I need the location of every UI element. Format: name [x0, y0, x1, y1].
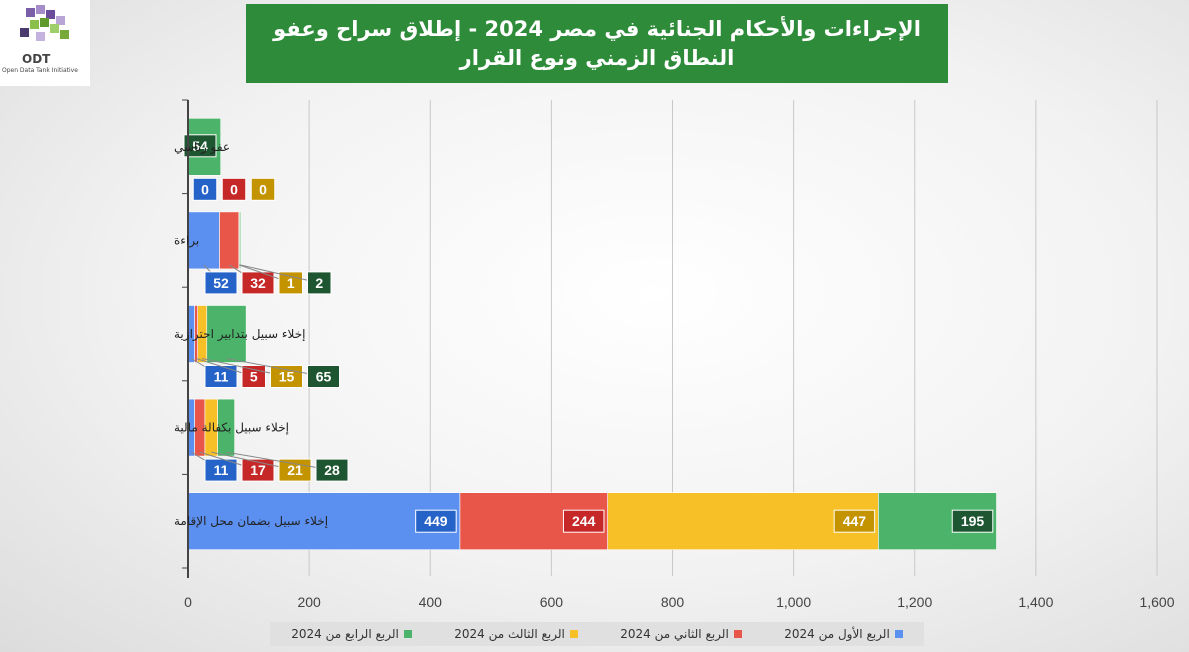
- bar-segment: [187, 492, 461, 551]
- data-label-box: [204, 271, 238, 295]
- data-label-text: 17: [250, 462, 266, 478]
- data-label: 2: [239, 264, 332, 295]
- data-label-text: 449: [424, 513, 448, 529]
- data-label-box: [307, 271, 332, 295]
- legend-swatch-icon: [569, 630, 578, 638]
- data-label-text: 65: [316, 369, 332, 385]
- x-tick-label: 0: [184, 594, 192, 610]
- data-label: 449: [415, 509, 457, 533]
- data-label-box: [241, 458, 275, 482]
- data-label-text: 52: [213, 275, 229, 291]
- data-label-box: [192, 177, 218, 201]
- x-tick-label: 1,200: [897, 594, 932, 610]
- data-label: 0: [221, 177, 247, 201]
- data-label-text: 0: [259, 181, 267, 197]
- bar-segment: [607, 492, 879, 551]
- bar-segment: [239, 211, 241, 270]
- data-label: 447: [833, 509, 876, 533]
- data-label-text: 447: [843, 513, 867, 529]
- legend-swatch-icon: [733, 630, 742, 638]
- data-label-box: [833, 509, 876, 533]
- data-label-box: [250, 177, 276, 201]
- data-label: 21: [211, 451, 312, 482]
- logo-text: ODT: [22, 52, 51, 66]
- data-label-text: 11: [214, 462, 229, 478]
- data-label-text: 195: [961, 513, 985, 529]
- data-label: 0: [250, 177, 276, 201]
- x-tick-label: 1,400: [1018, 594, 1053, 610]
- x-tick-label: 1,600: [1139, 594, 1174, 610]
- data-label: 17: [199, 451, 275, 482]
- data-label-box: [951, 509, 994, 533]
- data-label-text: 0: [201, 181, 209, 197]
- legend-item: الربع الثالث من 2024: [454, 627, 578, 641]
- logo-subtitle: Open Data Tank Initiative: [2, 67, 78, 74]
- legend-label: الربع الأول من 2024: [784, 627, 890, 641]
- legend-swatch-icon: [403, 630, 412, 638]
- bar-segment: [219, 211, 240, 270]
- legend-item: الربع الثاني من 2024: [620, 627, 742, 641]
- leader-line: [239, 264, 320, 284]
- data-label: 195: [951, 509, 994, 533]
- data-label-box: [183, 134, 217, 158]
- bar-segment: [217, 398, 235, 457]
- legend-label: الربع الثاني من 2024: [620, 627, 729, 641]
- x-tick-label: 600: [540, 594, 564, 610]
- logo: ODT Open Data Tank Initiative: [0, 0, 90, 86]
- data-label-box: [221, 177, 247, 201]
- category-label: إخلاء سبيل بكفالة مالية: [174, 421, 289, 435]
- data-label-box: [307, 365, 340, 388]
- data-label-text: 21: [287, 462, 303, 478]
- data-label-text: 5: [250, 369, 258, 385]
- data-label-box: [204, 365, 238, 388]
- data-label-text: 54: [192, 138, 208, 154]
- category-label: إخلاء سبيل بضمان محل الإقامة: [174, 514, 328, 528]
- data-label-text: 11: [214, 369, 229, 385]
- data-label-text: 1: [287, 275, 295, 291]
- legend: الربع الأول من 2024 الربع الثاني من 2024 ا…: [270, 622, 924, 646]
- legend-item: الربع الرابع من 2024: [291, 627, 412, 641]
- data-label: 65: [226, 358, 340, 388]
- bar-segment: [206, 305, 247, 363]
- data-label: 28: [226, 451, 349, 482]
- data-label: 11: [191, 358, 238, 388]
- data-label-text: 15: [279, 369, 295, 385]
- legend-label: الربع الثالث من 2024: [454, 627, 565, 641]
- data-label: 244: [562, 509, 605, 533]
- data-label: 32: [228, 264, 275, 295]
- data-label-box: [562, 509, 605, 533]
- legend-swatch-icon: [894, 630, 903, 638]
- x-tick-label: 1,000: [776, 594, 811, 610]
- chart-title: الإجراءات والأحكام الجنائية في مصر 2024 …: [246, 4, 948, 83]
- data-label-text: 28: [324, 462, 340, 478]
- data-label-box: [415, 509, 457, 533]
- legend-item: الربع الأول من 2024: [784, 627, 903, 641]
- data-label-text: 32: [250, 275, 266, 291]
- logo-cubes-icon: [20, 5, 69, 41]
- x-tick-label: 800: [661, 594, 685, 610]
- data-label: 54: [183, 134, 217, 158]
- data-label: 0: [192, 177, 218, 201]
- x-tick-label: 200: [297, 594, 321, 610]
- data-label-box: [278, 458, 312, 482]
- chart-title-line1: الإجراءات والأحكام الجنائية في مصر 2024 …: [273, 16, 921, 41]
- bar-segment: [187, 211, 220, 270]
- category-label: براءة: [174, 233, 199, 248]
- data-label-text: 244: [572, 513, 596, 529]
- category-label: عفو رئاسي: [174, 140, 230, 155]
- data-label: 52: [203, 264, 238, 295]
- chart-title-line2: النطاق الزمني ونوع القرار: [459, 45, 735, 70]
- data-label-text: 0: [230, 181, 238, 197]
- category-label: إخلاء سبيل بتدابير احترازية: [174, 327, 305, 342]
- x-tick-label: 400: [419, 594, 443, 610]
- data-label-text: 2: [315, 275, 323, 291]
- leader-line: [226, 451, 333, 471]
- legend-label: الربع الرابع من 2024: [291, 627, 399, 641]
- data-label-box: [315, 458, 349, 482]
